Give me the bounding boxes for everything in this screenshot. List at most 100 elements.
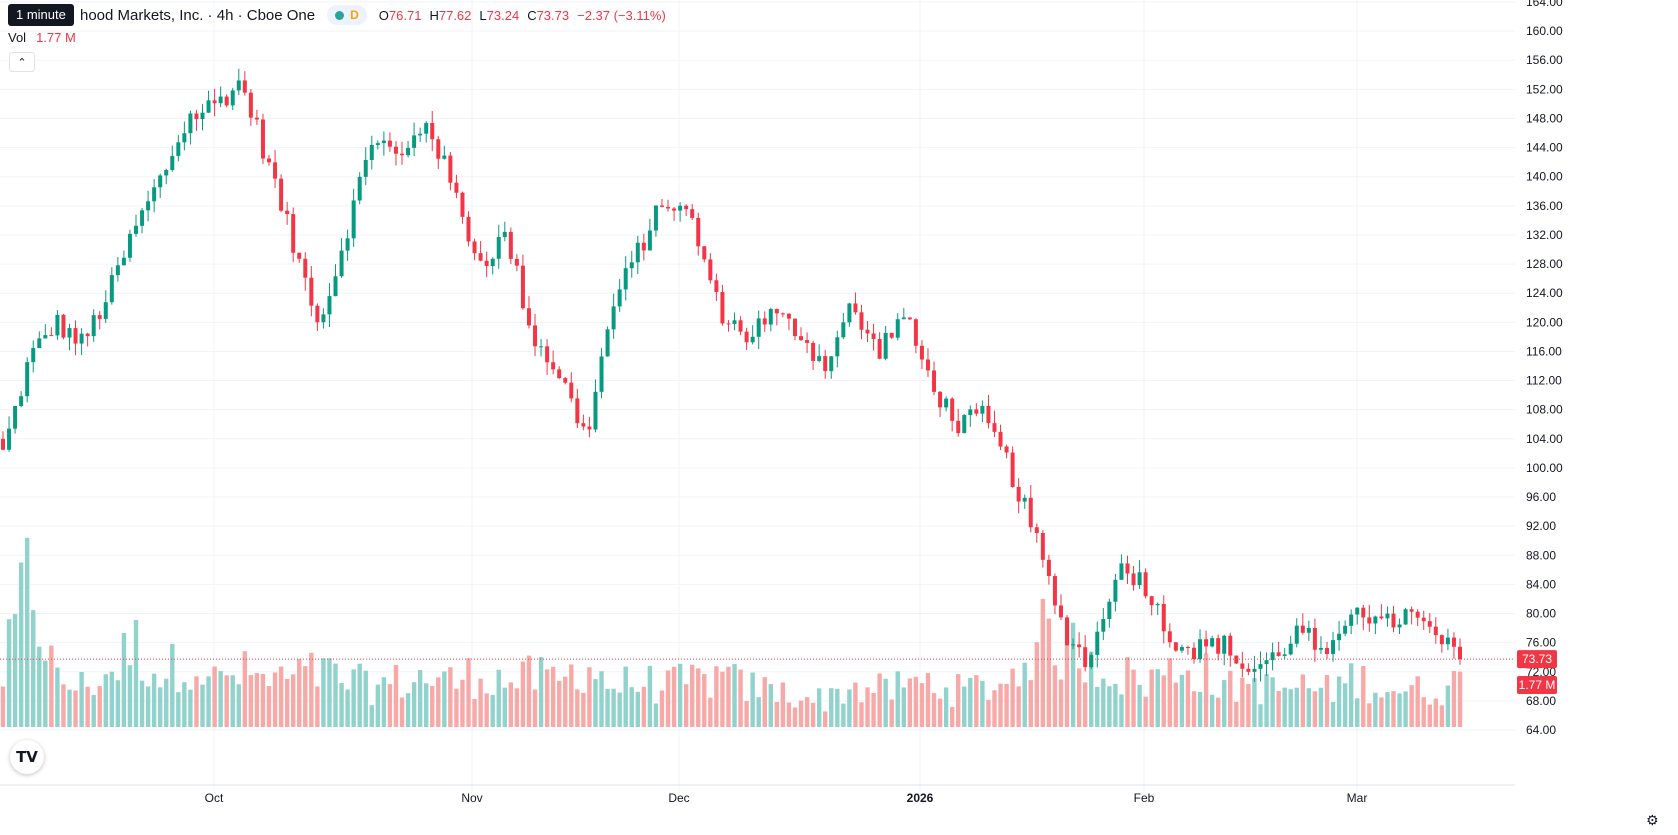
- volume-bar: [1312, 691, 1318, 727]
- candle-body: [1125, 563, 1130, 574]
- volume-bar: [1004, 683, 1009, 727]
- volume-bar: [290, 674, 296, 727]
- candle-body: [690, 209, 695, 218]
- volume-bar: [726, 666, 731, 727]
- volume-bar: [1095, 686, 1100, 727]
- volume-bar: [569, 664, 574, 727]
- volume-bar: [387, 684, 393, 727]
- volume-bar: [194, 676, 199, 727]
- volume-bar: [121, 633, 127, 727]
- collapse-legend-button[interactable]: ⌃: [9, 52, 35, 72]
- volume-bar: [1113, 683, 1118, 727]
- candle-body: [1403, 609, 1408, 625]
- candle-body: [1264, 660, 1269, 665]
- candle-body: [799, 336, 804, 341]
- candle-body: [974, 409, 979, 414]
- volume-bar: [538, 657, 544, 727]
- tradingview-logo[interactable]: TV: [10, 740, 44, 774]
- volume-bar: [956, 674, 961, 727]
- candle-body: [1167, 631, 1172, 643]
- volume-bar: [883, 678, 888, 727]
- volume-bar: [804, 697, 810, 727]
- volume-bar: [145, 686, 151, 727]
- candle-body: [279, 178, 284, 211]
- candle-body: [823, 356, 828, 372]
- volume-bar: [895, 671, 900, 727]
- candle-body: [1065, 617, 1070, 646]
- y-tick-label: 148.00: [1526, 111, 1563, 125]
- volume-bar: [224, 675, 229, 727]
- candle-body: [762, 318, 767, 325]
- candle-body: [768, 308, 773, 325]
- market-status-badge[interactable]: D: [327, 5, 367, 25]
- volume-bar: [1433, 698, 1439, 727]
- gear-icon[interactable]: ⚙: [1646, 812, 1659, 828]
- volume-bar: [810, 702, 816, 727]
- candle-body: [1397, 624, 1402, 628]
- volume-bar: [176, 692, 181, 727]
- y-tick-label: 124.00: [1526, 286, 1563, 300]
- volume-bar: [417, 670, 423, 727]
- volume-bar: [1179, 674, 1185, 727]
- candle-body: [925, 359, 930, 371]
- candle-body: [1312, 628, 1317, 650]
- candle-body: [134, 225, 139, 234]
- volume-bar: [1427, 704, 1432, 727]
- y-tick-label: 140.00: [1526, 170, 1563, 184]
- volume-bar: [877, 673, 882, 727]
- interval-tooltip: 1 minute: [8, 4, 74, 26]
- candle-body: [1095, 631, 1100, 655]
- volume-bar: [73, 690, 78, 727]
- volume-bar: [1155, 669, 1160, 727]
- candle-body: [1, 438, 5, 450]
- volume-bar: [61, 684, 66, 727]
- volume-bar: [913, 676, 919, 727]
- volume-bar: [1264, 674, 1269, 727]
- candle-body: [484, 260, 489, 266]
- candle-body: [653, 205, 658, 231]
- volume-bar: [1137, 684, 1142, 727]
- candle-body: [200, 112, 205, 120]
- candle-body: [400, 153, 405, 156]
- candle-body: [79, 333, 84, 344]
- volume-bar: [1403, 691, 1408, 727]
- candle-body: [230, 90, 235, 106]
- y-tick-label: 128.00: [1526, 257, 1563, 271]
- candle-body: [224, 96, 229, 106]
- candle-body: [1439, 635, 1444, 645]
- candle-body: [1252, 668, 1257, 672]
- candle-body: [1391, 613, 1396, 628]
- candle-body: [460, 192, 465, 217]
- volume-bar: [212, 666, 217, 727]
- candle-body: [297, 252, 302, 259]
- volume-bar: [998, 683, 1003, 727]
- candle-body: [1131, 573, 1136, 586]
- volume-bar: [6, 619, 12, 727]
- volume-bar: [139, 680, 145, 727]
- candle-body: [1300, 625, 1305, 633]
- volume-bar: [339, 683, 344, 727]
- candle-body: [127, 233, 132, 258]
- y-tick-label: 100.00: [1526, 461, 1563, 475]
- volume-bar: [1409, 685, 1414, 727]
- candle-body: [363, 159, 368, 177]
- volume-bar: [1125, 657, 1130, 727]
- candle-body: [1034, 527, 1039, 533]
- volume-bar: [297, 659, 302, 727]
- y-tick-label: 112.00: [1526, 374, 1562, 388]
- candle-body: [115, 265, 120, 276]
- volume-bar: [1016, 686, 1021, 727]
- volume-bar: [659, 690, 665, 727]
- change-value: −2.37 (−3.11%): [577, 7, 666, 23]
- candle-body: [932, 370, 937, 392]
- volume-bar: [774, 701, 780, 727]
- volume-bar: [986, 699, 991, 727]
- volume-bar: [411, 682, 417, 727]
- volume-bar: [309, 652, 314, 727]
- volume-bar: [1270, 677, 1275, 727]
- volume-bar: [1282, 687, 1287, 727]
- candle-body: [1101, 619, 1106, 632]
- candle-body: [980, 405, 985, 414]
- volume-bar: [1197, 691, 1203, 727]
